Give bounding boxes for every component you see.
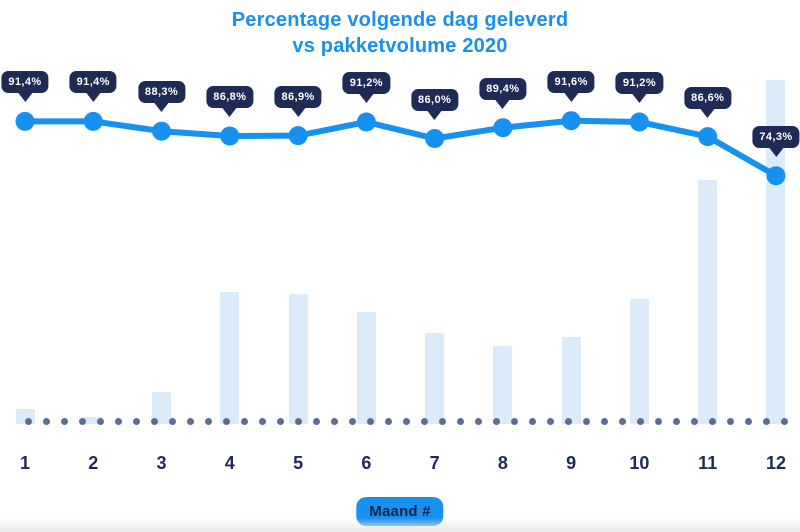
data-label-tooltip: 89,4%: [479, 77, 527, 100]
baseline-dot: [258, 417, 266, 425]
data-label-tooltip: 86,6%: [684, 86, 732, 109]
baseline-dot: [132, 417, 140, 425]
baseline-dot: [546, 417, 554, 425]
x-axis-tick-label: 9: [566, 453, 577, 473]
volume-bar: [288, 293, 308, 424]
chart-title-line2: vs pakketvolume 2020: [292, 35, 508, 57]
baseline-dot: [564, 417, 572, 425]
baseline-dot: [294, 417, 302, 425]
baseline-dot: [348, 417, 356, 425]
data-point-marker: [356, 112, 376, 132]
data-point-marker: [288, 126, 308, 146]
volume-bar: [152, 392, 172, 424]
data-point-marker: [698, 127, 718, 147]
volume-bar: [493, 345, 513, 424]
baseline-dot: [222, 417, 230, 425]
chart-title: Percentage volgende dag geleverd vs pakk…: [0, 7, 800, 59]
x-axis-tick-label: 2: [88, 453, 99, 473]
baseline-dot: [708, 417, 716, 425]
data-label-tooltip: 91,2%: [615, 71, 664, 94]
baseline-dot: [240, 417, 248, 425]
baseline-dot: [60, 417, 68, 425]
volume-bar: [220, 291, 240, 424]
x-axis-tick-label: 4: [224, 453, 235, 473]
x-axis-tick-label: 1: [19, 453, 31, 473]
baseline-dot: [456, 417, 464, 425]
baseline-dot: [402, 417, 410, 425]
volume-bar: [83, 417, 103, 424]
x-axis-tick-label: 11: [698, 453, 718, 473]
baseline-dot: [96, 417, 104, 425]
baseline-dot: [78, 417, 86, 425]
data-label-tooltip: 91,6%: [547, 70, 595, 93]
bottom-fade: [0, 518, 800, 532]
volume-bar: [356, 311, 376, 424]
baseline-dot: [618, 417, 626, 425]
baseline-dot: [420, 417, 428, 425]
baseline-dot: [600, 417, 608, 425]
data-label-tooltip: 74,3%: [752, 125, 800, 148]
baseline-dot: [204, 417, 212, 425]
baseline-dot: [672, 417, 680, 425]
baseline-dot: [762, 417, 770, 425]
data-label-tooltip: 91,4%: [69, 71, 117, 94]
x-axis-tick-label: 7: [429, 453, 440, 473]
x-axis-tick-label: 10: [629, 453, 650, 473]
data-point-marker: [493, 118, 513, 138]
baseline-dot: [510, 417, 518, 425]
data-point-marker: [152, 121, 172, 141]
x-axis-tick-label: 6: [361, 453, 372, 473]
x-axis-tick-label: 5: [293, 453, 304, 473]
baseline-dot: [114, 417, 122, 425]
baseline-dot: [42, 417, 50, 425]
baseline-dot: [168, 417, 176, 425]
baseline-dot: [492, 417, 500, 425]
baseline-dot: [330, 417, 338, 425]
baseline-dot: [312, 417, 320, 425]
baseline-dot: [276, 417, 284, 425]
baseline-dot: [366, 417, 374, 425]
baseline-dot: [726, 417, 734, 425]
baseline-dot: [438, 417, 446, 425]
baseline-dot: [690, 417, 698, 425]
volume-bar: [698, 180, 718, 424]
data-point-marker: [561, 111, 581, 131]
baseline-dot: [780, 417, 788, 425]
baseline-dot: [150, 417, 158, 425]
data-label-tooltip: 88,3%: [137, 81, 186, 104]
data-point-marker: [83, 111, 103, 131]
x-axis-tick-label: 8: [497, 453, 508, 473]
baseline-dot: [384, 417, 392, 425]
baseline-dot: [582, 417, 590, 425]
baseline-dot: [636, 417, 644, 425]
data-label-tooltip: 91,2%: [342, 71, 390, 94]
baseline-dot: [186, 417, 194, 425]
x-axis-tick-label: 3: [156, 453, 167, 473]
data-label-tooltip: 91,4%: [1, 71, 49, 94]
data-point-marker: [629, 112, 649, 132]
baseline-dot: [474, 417, 482, 425]
data-label-tooltip: 86,9%: [274, 85, 322, 108]
baseline-dot: [744, 417, 752, 425]
data-label-tooltip: 86,8%: [206, 85, 254, 108]
line-path: [22, 117, 779, 179]
volume-bar: [425, 332, 445, 424]
data-label-tooltip: 86,0%: [411, 88, 459, 111]
chart-title-line1: Percentage volgende dag geleverd: [231, 9, 569, 31]
data-point-marker: [220, 126, 240, 146]
data-point-marker: [15, 111, 35, 131]
volume-bar: [629, 299, 649, 424]
baseline-dot: [654, 417, 662, 425]
data-point-marker: [425, 129, 445, 149]
baseline-dot: [528, 417, 536, 425]
x-axis-tick-label: 12: [765, 453, 786, 473]
volume-bar: [561, 336, 581, 424]
baseline-dot: [24, 417, 32, 425]
